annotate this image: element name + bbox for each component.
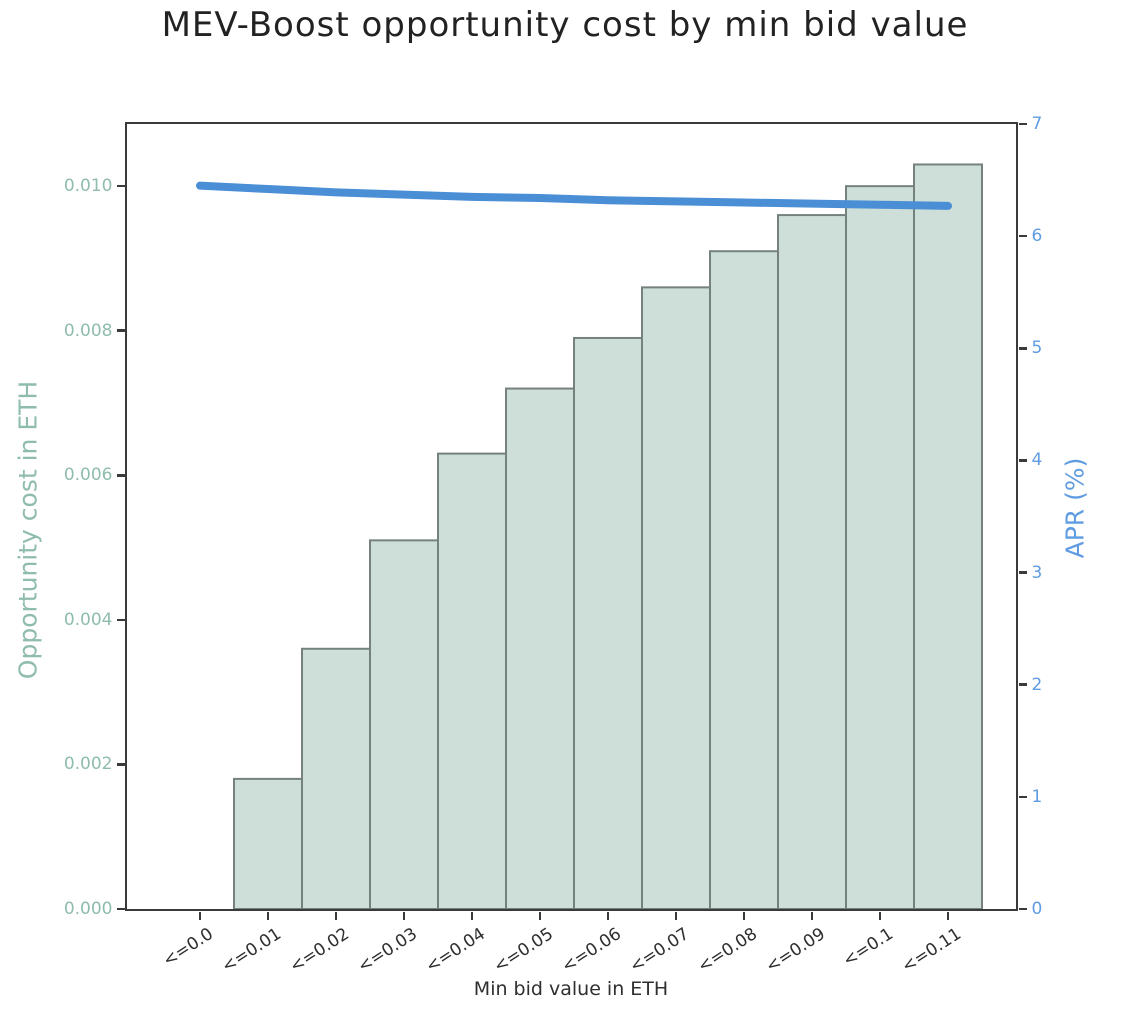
right-tick-mark bbox=[1018, 347, 1027, 350]
right-tick-mark bbox=[1018, 234, 1027, 238]
right-tick-label: 2 bbox=[1031, 674, 1043, 695]
x-tick-label: <=0.06 bbox=[558, 923, 625, 977]
x-tick-mark bbox=[606, 911, 610, 920]
x-axis-title: Min bid value in ETH bbox=[473, 978, 669, 1000]
right-tick-mark bbox=[1018, 683, 1027, 686]
left-tick-label: 0.008 bbox=[63, 320, 113, 341]
left-tick-mark bbox=[116, 474, 125, 477]
right-tick-label: 4 bbox=[1031, 450, 1043, 471]
bar bbox=[232, 777, 303, 909]
x-tick-mark bbox=[538, 911, 542, 920]
x-tick-label: <=0.09 bbox=[762, 923, 829, 977]
left-tick-mark bbox=[116, 184, 125, 188]
right-tick-label: 1 bbox=[1031, 786, 1043, 807]
right-tick-mark bbox=[1018, 907, 1027, 911]
left-tick-label: 0.000 bbox=[63, 899, 113, 919]
x-tick-mark bbox=[334, 911, 338, 920]
right-tick-label: 7 bbox=[1031, 114, 1043, 134]
left-tick-mark bbox=[116, 618, 125, 622]
left-tick-label: 0.002 bbox=[63, 754, 113, 775]
left-tick-label: 0.006 bbox=[63, 465, 113, 486]
left-axis-title: Opportunity cost in ETH bbox=[13, 380, 43, 680]
bar bbox=[640, 285, 711, 909]
right-tick-label: 3 bbox=[1031, 562, 1043, 583]
chart-canvas bbox=[195, 162, 983, 909]
x-tick-label: <=0.1 bbox=[839, 923, 897, 971]
bar bbox=[504, 387, 575, 909]
right-tick-mark bbox=[1018, 122, 1027, 126]
left-tick-label: 0.004 bbox=[63, 609, 113, 630]
x-tick-mark bbox=[470, 911, 474, 920]
right-tick-label: 5 bbox=[1031, 338, 1043, 359]
left-tick-mark bbox=[116, 763, 125, 766]
right-tick-label: 6 bbox=[1031, 226, 1043, 247]
left-tick-mark bbox=[116, 329, 125, 332]
x-tick-label: <=0.01 bbox=[218, 923, 285, 977]
bar bbox=[300, 647, 371, 909]
x-tick-label: <=0.11 bbox=[898, 923, 965, 977]
bar bbox=[368, 538, 439, 909]
apr-line bbox=[195, 181, 952, 210]
x-tick-mark bbox=[878, 911, 882, 920]
bar bbox=[912, 162, 983, 909]
bar bbox=[572, 336, 643, 909]
right-tick-label: 0 bbox=[1031, 899, 1043, 919]
x-tick-mark bbox=[266, 911, 270, 920]
x-tick-label: <=0.07 bbox=[626, 923, 693, 977]
left-tick-label: 0.010 bbox=[63, 176, 113, 197]
right-tick-mark bbox=[1018, 795, 1027, 799]
x-tick-label: <=0.04 bbox=[422, 923, 489, 977]
bar bbox=[436, 452, 507, 909]
x-tick-label: <=0.0 bbox=[159, 923, 217, 971]
left-tick-mark bbox=[116, 907, 125, 911]
right-tick-mark bbox=[1018, 571, 1027, 574]
x-tick-label: <=0.03 bbox=[354, 923, 421, 977]
plot-area bbox=[124, 121, 1018, 911]
x-tick-mark bbox=[810, 911, 814, 920]
right-axis-title: APR (%) bbox=[1060, 457, 1090, 559]
right-tick-mark bbox=[1018, 459, 1027, 462]
x-tick-mark bbox=[742, 911, 746, 920]
x-tick-mark bbox=[402, 911, 406, 920]
chart-title: MEV-Boost opportunity cost by min bid va… bbox=[161, 5, 969, 45]
x-tick-label: <=0.08 bbox=[694, 923, 761, 977]
x-tick-mark bbox=[198, 911, 202, 920]
x-tick-label: <=0.02 bbox=[286, 923, 353, 977]
x-tick-label: <=0.05 bbox=[490, 923, 557, 977]
x-tick-mark bbox=[674, 911, 678, 920]
bar bbox=[776, 213, 847, 909]
bar bbox=[844, 184, 915, 909]
x-tick-mark bbox=[946, 911, 950, 920]
bar bbox=[708, 249, 779, 909]
